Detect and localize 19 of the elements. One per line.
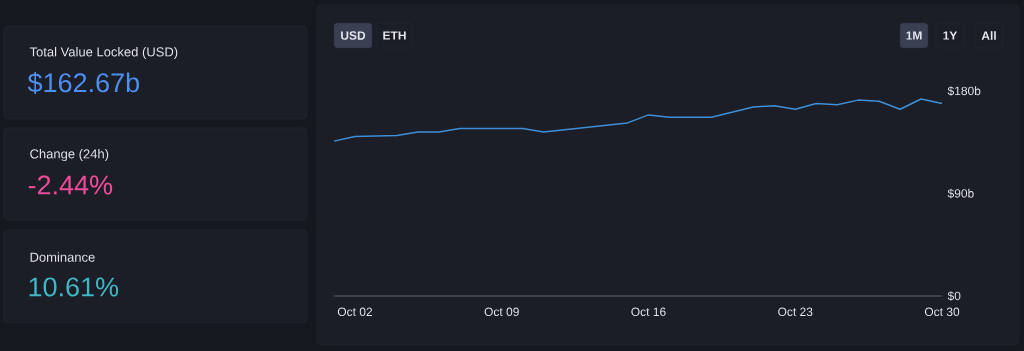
x-tick-label: Oct 09 <box>484 307 519 317</box>
text: Total Value Locked (USD) <box>29 46 178 60</box>
text: Change (24h) <box>30 148 109 162</box>
y-tick-label: $180b <box>947 86 981 96</box>
text: -2.44% <box>28 175 113 195</box>
y-tick-label: $90b <box>947 188 974 199</box>
text: USD <box>341 31 366 40</box>
x-tick-label: Oct 23 <box>778 307 813 317</box>
text: $162.67b <box>27 72 139 94</box>
y-tick-label: $0 <box>947 291 961 301</box>
text: Dominance <box>30 252 95 262</box>
x-tick-label: Oct 02 <box>337 307 373 317</box>
text: 10.61% <box>29 277 119 297</box>
text: 1Y <box>943 31 958 40</box>
x-tick-label: Oct 30 <box>924 307 960 317</box>
text: ETH <box>383 31 406 40</box>
text: All <box>981 31 996 40</box>
x-tick-label: Oct 16 <box>631 307 666 317</box>
text: 1M <box>906 31 922 40</box>
